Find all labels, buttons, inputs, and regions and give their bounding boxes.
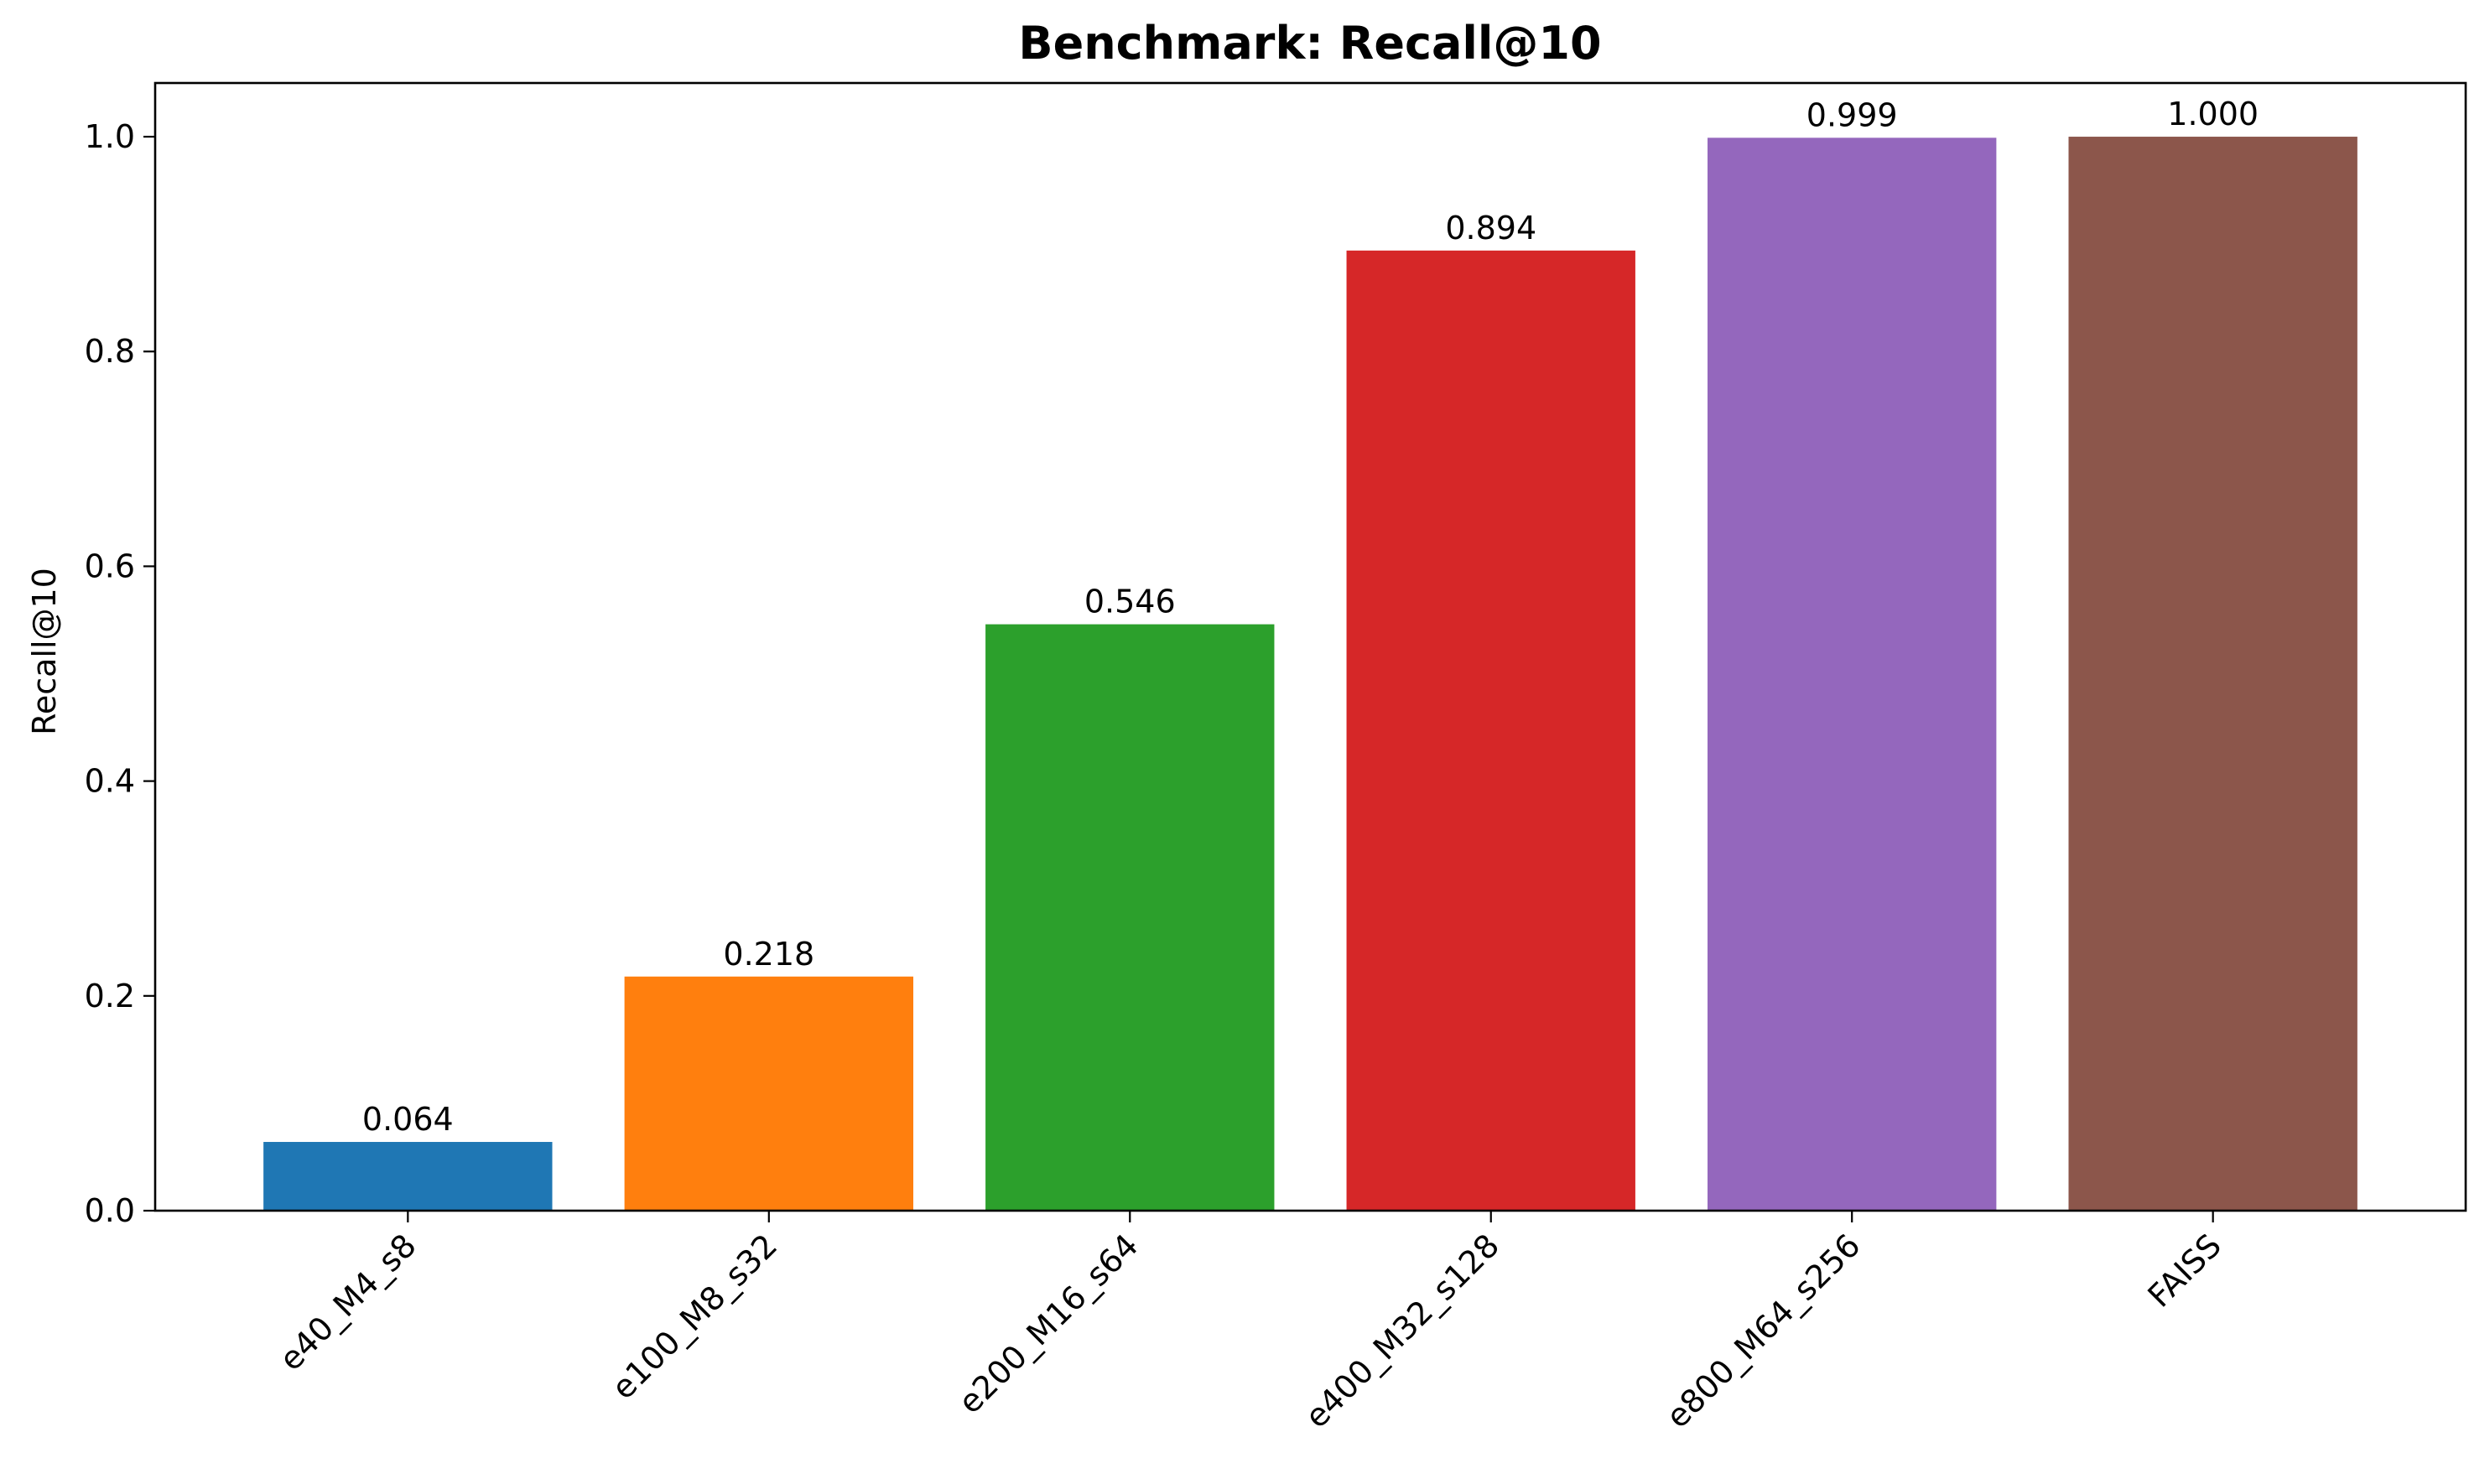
x-tick-label-FAISS: FAISS	[2141, 1227, 2229, 1315]
value-label-e100_M8_s32: 0.218	[723, 936, 814, 973]
bar-e100_M8_s32	[624, 976, 913, 1211]
bar-e800_M64_s256	[1708, 138, 1997, 1211]
value-label-FAISS: 1.000	[2167, 96, 2259, 132]
y-tick-label: 0.4	[85, 763, 135, 800]
value-labels-group: 0.064 0.218 0.546 0.894 0.999 1.000	[362, 96, 2259, 1138]
value-label-e400_M32_s128: 0.894	[1445, 210, 1536, 246]
x-tick-label-e400_M32_s128: e400_M32_s128	[1298, 1227, 1506, 1435]
y-tick-label: 0.8	[85, 333, 135, 370]
x-tick-label-e200_M16_s64: e200_M16_s64	[951, 1227, 1145, 1420]
value-label-e200_M16_s64: 0.546	[1084, 584, 1176, 620]
bar-e200_M16_s64	[985, 624, 1275, 1211]
bars-group	[263, 137, 2357, 1212]
plot-frame	[153, 81, 2467, 1212]
y-axis-label: Recall@10	[26, 568, 63, 735]
y-tick-label: 1.0	[85, 118, 135, 155]
x-tick-label-e100_M8_s32: e100_M8_s32	[605, 1227, 784, 1406]
value-label-e40_M4_s8: 0.064	[362, 1101, 454, 1138]
bar-e40_M4_s8	[263, 1142, 553, 1211]
chart-title: Benchmark: Recall@10	[1018, 17, 1601, 70]
bar-FAISS	[2068, 137, 2357, 1212]
value-label-e800_M64_s256: 0.999	[1806, 96, 1898, 133]
y-axis-ticks: 0.0 0.2 0.4 0.6 0.8 1.0	[85, 118, 155, 1229]
bar-e400_M32_s128	[1346, 250, 1635, 1211]
x-tick-label-e800_M64_s256: e800_M64_s256	[1659, 1227, 1867, 1435]
y-tick-label: 0.2	[85, 978, 135, 1014]
x-tick-label-e40_M4_s8: e40_M4_s8	[273, 1227, 424, 1378]
x-axis-ticks: e40_M4_s8 e100_M8_s32 e200_M16_s64 e400_M32…	[273, 1211, 2228, 1435]
y-tick-label: 0.0	[85, 1192, 135, 1229]
y-tick-label: 0.6	[85, 547, 135, 584]
